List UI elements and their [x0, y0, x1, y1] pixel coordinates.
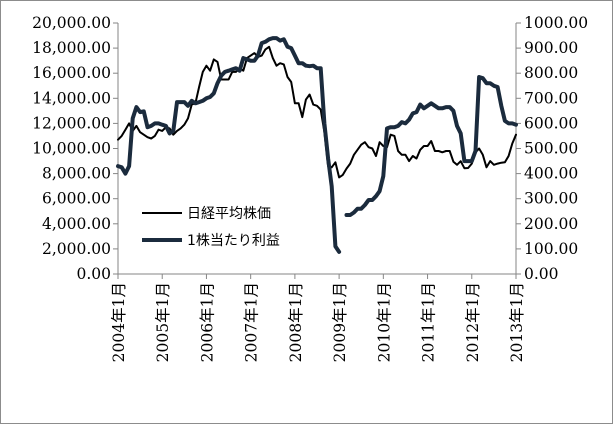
x-axis: 2004年1月 2005年1月 2006年1月 2007年1月 2008年1月 2009年… — [110, 274, 526, 362]
series-line-nikkei — [117, 45, 517, 179]
right-y-axis: 0.00 100.00 200.00 300.00 400.00 500.00 600.00… — [516, 14, 588, 283]
right-tick-label: 900.00 — [524, 39, 578, 57]
left-tick-label: 16,000.00 — [32, 64, 111, 82]
left-tick-label: 8,000.00 — [42, 165, 111, 183]
left-tick-label: 4,000.00 — [42, 215, 111, 233]
right-tick-label: 200.00 — [524, 215, 578, 233]
x-tick-label: 2008年1月 — [287, 282, 305, 362]
left-tick-label: 20,000.00 — [32, 14, 111, 32]
left-tick-label: 0.00 — [76, 265, 111, 283]
x-tick-label: 2005年1月 — [154, 282, 172, 362]
legend: 日経平均株価 1株当たり利益 — [142, 206, 280, 249]
left-tick-label: 12,000.00 — [32, 114, 111, 132]
right-tick-label: 1000.00 — [524, 14, 588, 32]
series-line-eps — [116, 36, 342, 254]
x-tick-label: 2004年1月 — [110, 282, 128, 362]
right-tick-label: 600.00 — [524, 114, 578, 132]
left-tick-label: 10,000.00 — [32, 140, 111, 158]
right-tick-label: 500.00 — [524, 140, 578, 158]
right-tick-label: 700.00 — [524, 89, 578, 107]
left-tick-label: 14,000.00 — [32, 89, 111, 107]
x-tick-label: 2007年1月 — [243, 282, 261, 362]
series-layer — [116, 36, 518, 254]
left-tick-label: 18,000.00 — [32, 39, 111, 57]
x-tick-label: 2010年1月 — [375, 282, 393, 362]
x-tick-label: 2012年1月 — [464, 282, 482, 362]
right-tick-label: 100.00 — [524, 240, 578, 258]
left-tick-label: 6,000.00 — [42, 190, 111, 208]
x-tick-label: 2006年1月 — [198, 282, 216, 362]
series-line-eps — [344, 75, 518, 217]
right-tick-label: 0.00 — [524, 265, 559, 283]
right-tick-label: 800.00 — [524, 64, 578, 82]
left-tick-label: 2,000.00 — [42, 240, 111, 258]
x-tick-label: 2013年1月 — [508, 282, 526, 362]
legend-label-eps: 1株当たり利益 — [187, 233, 280, 249]
x-tick-label: 2011年1月 — [420, 282, 438, 362]
legend-label-nikkei: 日経平均株価 — [187, 206, 271, 222]
plot-area — [117, 23, 517, 275]
right-tick-label: 300.00 — [524, 190, 578, 208]
right-tick-label: 400.00 — [524, 165, 578, 183]
x-tick-label: 2009年1月 — [331, 282, 349, 362]
left-y-axis: 0.00 2,000.00 4,000.00 6,000.00 8,000.00 10,0… — [32, 14, 118, 283]
